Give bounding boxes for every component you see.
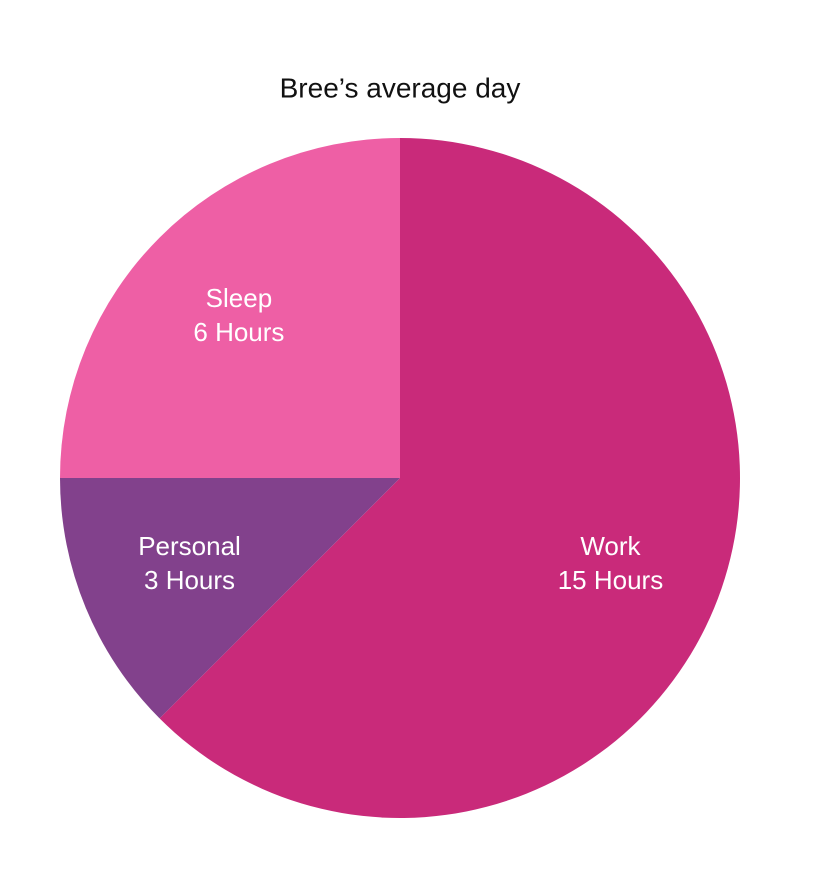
slice-value-label: 15 Hours xyxy=(558,565,664,595)
slice-value-label: 6 Hours xyxy=(193,317,284,347)
pie-slice xyxy=(60,478,400,719)
slice-label: Personal xyxy=(138,531,241,561)
slice-label: Sleep xyxy=(206,283,273,313)
slice-value-label: 3 Hours xyxy=(144,565,235,595)
chart-title: Bree’s average day xyxy=(280,72,521,103)
pie-slice xyxy=(60,138,400,478)
slice-label: Work xyxy=(580,531,641,561)
pie-slice xyxy=(159,138,740,819)
